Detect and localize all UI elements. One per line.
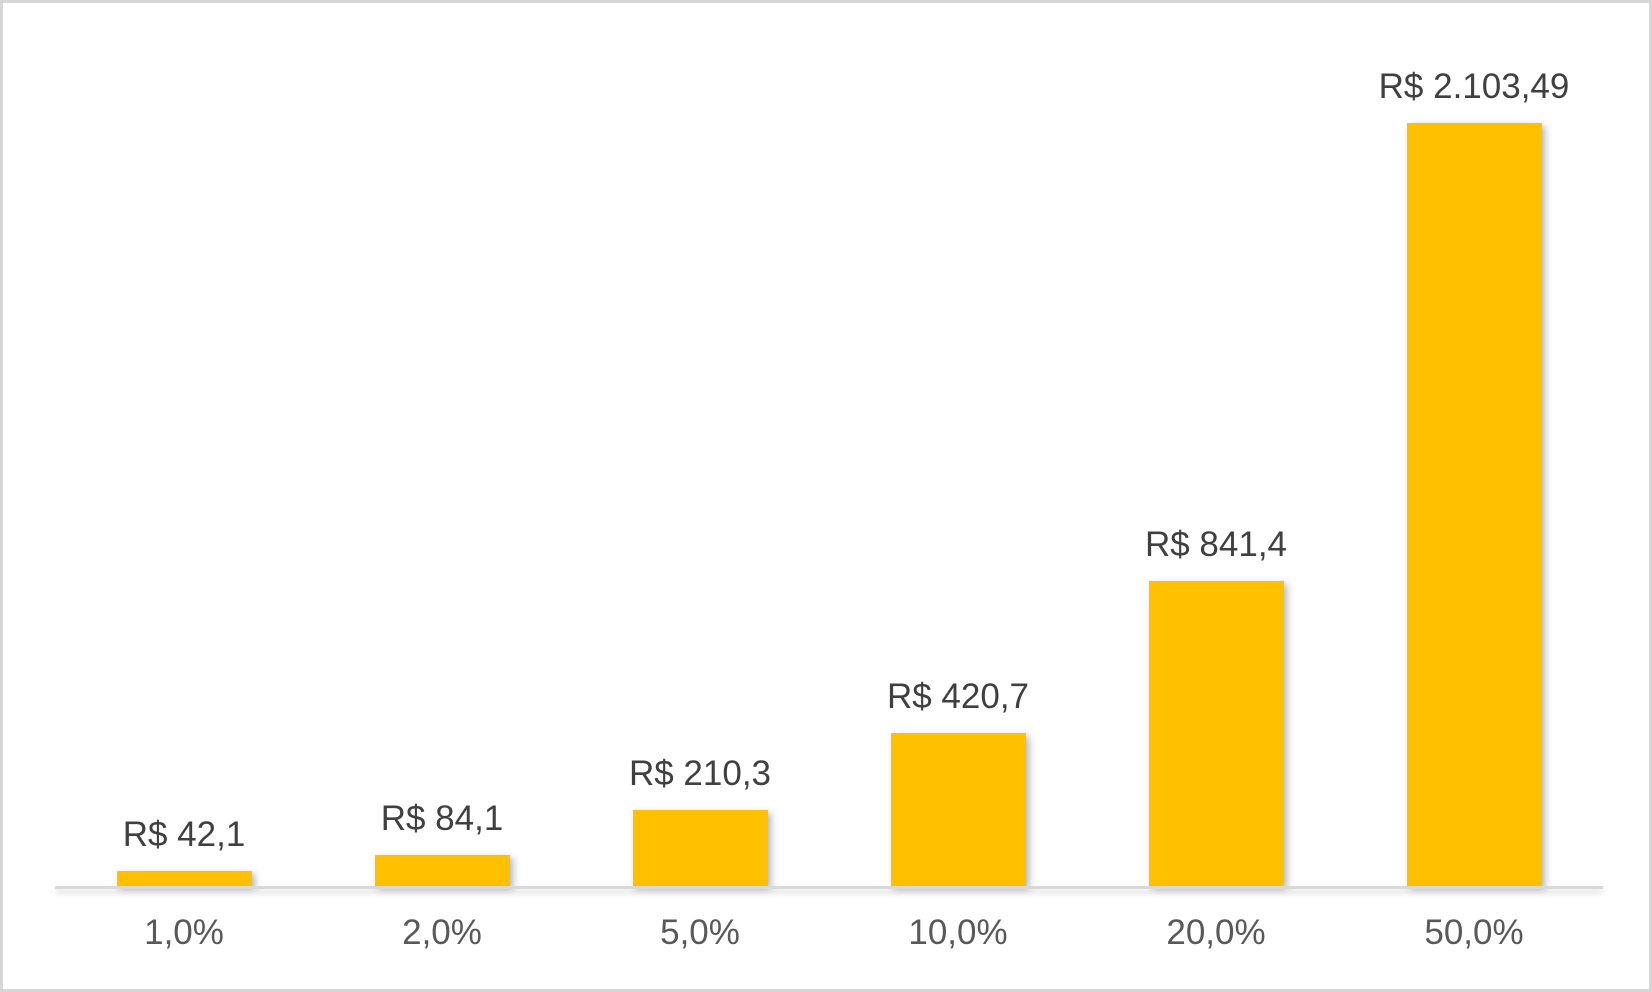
bar-slot: R$ 2.103,49 [1345, 67, 1603, 886]
bar-slot: R$ 841,4 [1087, 123, 1345, 886]
bar-slot: R$ 420,7 [829, 123, 1087, 886]
x-axis-tick-label: 5,0% [660, 913, 740, 952]
bar-value-label: R$ 84,1 [380, 798, 504, 838]
x-axis-line [55, 886, 1603, 889]
x-axis-tick-label: 10,0% [908, 913, 1008, 952]
bar-value-label: R$ 420,7 [886, 676, 1030, 716]
bar-value-label: R$ 42,1 [122, 814, 246, 854]
bar-slot: R$ 210,3 [571, 123, 829, 886]
bar-slot: R$ 42,1 [55, 123, 313, 886]
plot-area: R$ 42,1 R$ 84,1 R$ 210,3 R$ 420,7 R$ 841,4 R$… [55, 67, 1603, 886]
bar-value-label: R$ 210,3 [628, 753, 772, 793]
bar [890, 733, 1026, 886]
bar [1406, 123, 1542, 886]
bar [1148, 581, 1284, 886]
x-axis-tick-label: 2,0% [402, 913, 482, 952]
x-axis-labels: 1,0% 2,0% 5,0% 10,0% 20,0% 50,0% [55, 913, 1603, 953]
bar [116, 871, 252, 886]
bar-value-label: R$ 2.103,49 [1378, 66, 1570, 106]
bar-slot: R$ 84,1 [313, 123, 571, 886]
x-axis-tick-label: 20,0% [1166, 913, 1266, 952]
bar-value-label: R$ 841,4 [1144, 524, 1288, 564]
bar [374, 855, 510, 886]
x-axis-tick-label: 1,0% [144, 913, 224, 952]
bar [632, 810, 768, 886]
x-axis-tick-label: 50,0% [1424, 913, 1524, 952]
